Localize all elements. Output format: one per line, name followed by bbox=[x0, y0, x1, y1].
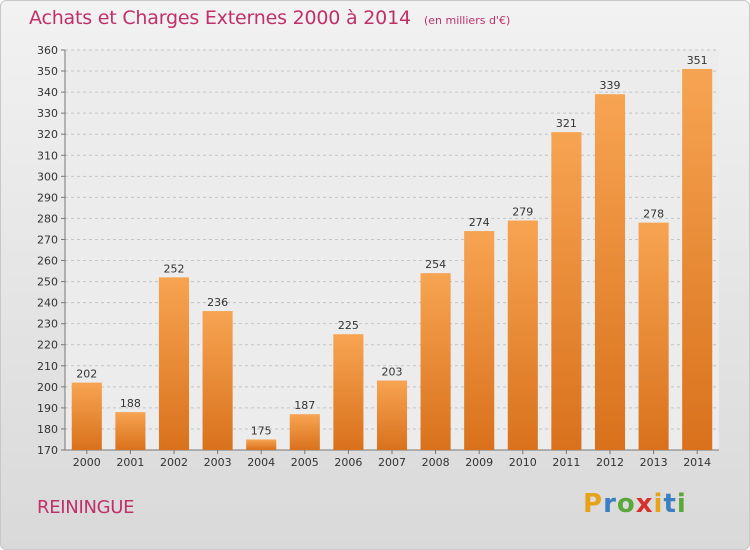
y-tick-label: 350 bbox=[37, 65, 58, 78]
data-label-2001: 188 bbox=[120, 397, 141, 410]
bar-2007[interactable] bbox=[376, 380, 408, 450]
y-tick-label: 230 bbox=[37, 318, 58, 331]
x-tick-label-2005: 2005 bbox=[291, 456, 319, 469]
logo-letter: P bbox=[583, 489, 604, 519]
logo-letter: i bbox=[653, 489, 664, 519]
x-tick-label-2000: 2000 bbox=[73, 456, 101, 469]
data-label-2010: 279 bbox=[512, 206, 533, 219]
x-tick-label-2009: 2009 bbox=[465, 456, 493, 469]
data-label-2002: 252 bbox=[164, 262, 185, 275]
data-label-2011: 321 bbox=[556, 117, 577, 130]
plot-area: 170 180 190 200 210 220 230 240 250 260 270 280 290 3… bbox=[37, 44, 719, 469]
chart-subtitle: (en milliers d'€) bbox=[423, 14, 511, 27]
y-tick-label: 190 bbox=[37, 402, 58, 415]
data-label-2006: 225 bbox=[338, 319, 359, 332]
x-tick-label-2004: 2004 bbox=[247, 456, 275, 469]
y-tick-label: 270 bbox=[37, 233, 58, 246]
bar-2012[interactable] bbox=[594, 94, 626, 451]
y-tick-label: 220 bbox=[37, 339, 58, 352]
y-tick-label: 250 bbox=[37, 276, 58, 289]
y-tick-label: 170 bbox=[37, 444, 58, 457]
chart-title: Achats et Charges Externes 2000 à 2014 bbox=[29, 7, 411, 29]
title-row: Achats et Charges Externes 2000 à 2014 (… bbox=[29, 7, 510, 29]
x-tick-label-2001: 2001 bbox=[116, 456, 144, 469]
data-label-2013: 278 bbox=[643, 208, 664, 221]
data-label-2000: 202 bbox=[76, 368, 97, 381]
x-tick-label-2014: 2014 bbox=[683, 456, 711, 469]
x-tick-label-2003: 2003 bbox=[204, 456, 232, 469]
y-tick-label: 300 bbox=[37, 170, 58, 183]
data-label-2008: 254 bbox=[425, 258, 446, 271]
logo-letter: i bbox=[676, 489, 687, 519]
data-label-2003: 236 bbox=[207, 296, 228, 309]
y-tick-label: 200 bbox=[37, 381, 58, 394]
x-tick-label-2008: 2008 bbox=[422, 456, 450, 469]
y-tick-label: 290 bbox=[37, 191, 58, 204]
data-label-2004: 175 bbox=[251, 424, 272, 437]
y-tick-label: 240 bbox=[37, 297, 58, 310]
x-tick-label-2002: 2002 bbox=[160, 456, 188, 469]
bar-2013[interactable] bbox=[638, 222, 669, 450]
bar-2002[interactable] bbox=[158, 277, 190, 450]
data-label-2012: 339 bbox=[600, 79, 621, 92]
logo-letter: o bbox=[616, 489, 636, 519]
bar-2005[interactable] bbox=[289, 414, 320, 450]
y-tick-label: 310 bbox=[37, 149, 58, 162]
logo-letter: t bbox=[663, 489, 677, 519]
data-label-2005: 187 bbox=[294, 399, 315, 412]
x-tick-label-2013: 2013 bbox=[640, 456, 668, 469]
y-tick-label: 320 bbox=[37, 128, 58, 141]
x-tick-label-2011: 2011 bbox=[552, 456, 580, 469]
y-tick-label: 340 bbox=[37, 86, 58, 99]
data-label-2007: 203 bbox=[382, 366, 403, 379]
x-tick-label-2006: 2006 bbox=[334, 456, 362, 469]
location-label: REININGUE bbox=[37, 497, 135, 518]
y-tick-label: 210 bbox=[37, 360, 58, 373]
bar-2006[interactable] bbox=[333, 334, 364, 450]
logo-letter: x bbox=[635, 489, 654, 519]
x-tick-label-2007: 2007 bbox=[378, 456, 406, 469]
bar-2004[interactable] bbox=[246, 439, 277, 450]
proxiti-logo[interactable]: Proxiti bbox=[583, 489, 687, 519]
bar-2009[interactable] bbox=[464, 231, 495, 450]
data-label-2009: 274 bbox=[469, 216, 490, 229]
y-tick-label: 180 bbox=[37, 423, 58, 436]
data-label-2014: 351 bbox=[687, 54, 708, 67]
bar-2001[interactable] bbox=[115, 412, 146, 450]
y-tick-label: 330 bbox=[37, 107, 58, 120]
bar-2011[interactable] bbox=[551, 132, 582, 450]
bar-2003[interactable] bbox=[202, 311, 233, 450]
x-tick-label-2010: 2010 bbox=[509, 456, 537, 469]
y-tick-label: 280 bbox=[37, 212, 58, 225]
bar-2000[interactable] bbox=[71, 382, 102, 450]
bar-2014[interactable] bbox=[682, 68, 713, 451]
x-tick-label-2012: 2012 bbox=[596, 456, 624, 469]
bar-2008[interactable] bbox=[420, 273, 451, 450]
y-tick-label: 360 bbox=[37, 44, 58, 57]
logo-letter: r bbox=[603, 489, 617, 519]
y-tick-label: 260 bbox=[37, 255, 58, 268]
bar-2010[interactable] bbox=[507, 220, 538, 450]
